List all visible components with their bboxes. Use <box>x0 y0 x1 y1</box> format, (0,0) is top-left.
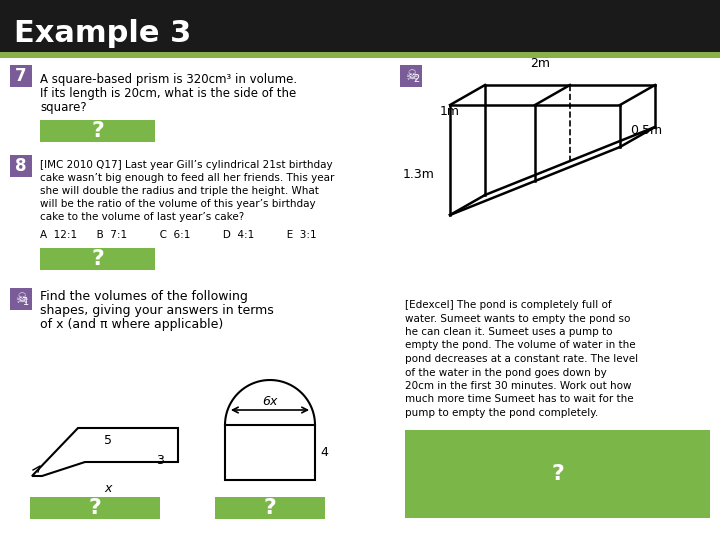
Text: ☠: ☠ <box>405 69 418 83</box>
FancyBboxPatch shape <box>0 52 720 58</box>
Text: A square-based prism is 320cm³ in volume.: A square-based prism is 320cm³ in volume… <box>40 73 297 86</box>
Text: she will double the radius and triple the height. What: she will double the radius and triple th… <box>40 186 319 196</box>
Text: 20cm in the first 30 minutes. Work out how: 20cm in the first 30 minutes. Work out h… <box>405 381 631 391</box>
Text: 8: 8 <box>15 157 27 175</box>
Text: ?: ? <box>89 498 102 518</box>
FancyBboxPatch shape <box>0 0 720 52</box>
Text: 2m: 2m <box>530 57 550 70</box>
Text: cake to the volume of last year’s cake?: cake to the volume of last year’s cake? <box>40 212 244 222</box>
Text: [IMC 2010 Q17] Last year Gill’s cylindrical 21st birthday: [IMC 2010 Q17] Last year Gill’s cylindri… <box>40 160 333 170</box>
FancyBboxPatch shape <box>30 497 160 519</box>
FancyBboxPatch shape <box>10 288 32 310</box>
Text: x: x <box>104 482 112 495</box>
Text: If its length is 20cm, what is the side of the: If its length is 20cm, what is the side … <box>40 87 296 100</box>
Text: water. Sumeet wants to empty the pond so: water. Sumeet wants to empty the pond so <box>405 314 631 323</box>
Text: Find the volumes of the following: Find the volumes of the following <box>40 290 248 303</box>
FancyBboxPatch shape <box>400 65 422 87</box>
Text: [Edexcel] The pond is completely full of: [Edexcel] The pond is completely full of <box>405 300 611 310</box>
Text: ?: ? <box>551 464 564 484</box>
Text: shapes, giving your answers in terms: shapes, giving your answers in terms <box>40 304 274 317</box>
Text: 5: 5 <box>104 434 112 447</box>
Text: cake wasn’t big enough to feed all her friends. This year: cake wasn’t big enough to feed all her f… <box>40 173 334 183</box>
Text: ☠: ☠ <box>14 292 27 306</box>
Text: 1m: 1m <box>440 105 460 118</box>
Text: ?: ? <box>91 121 104 141</box>
Text: ?: ? <box>264 498 276 518</box>
Text: A  12:1      B  7:1          C  6:1          D  4:1          E  3:1: A 12:1 B 7:1 C 6:1 D 4:1 E 3:1 <box>40 230 317 240</box>
Text: pond decreases at a constant rate. The level: pond decreases at a constant rate. The l… <box>405 354 638 364</box>
FancyBboxPatch shape <box>215 497 325 519</box>
FancyBboxPatch shape <box>225 425 315 480</box>
FancyBboxPatch shape <box>10 155 32 177</box>
Text: Example 3: Example 3 <box>14 18 192 48</box>
Text: 4: 4 <box>320 446 328 459</box>
Text: 6x: 6x <box>262 395 278 408</box>
Text: ?: ? <box>91 249 104 269</box>
Text: 2: 2 <box>413 74 419 84</box>
FancyBboxPatch shape <box>10 65 32 87</box>
Text: 1.3m: 1.3m <box>403 168 435 181</box>
Text: he can clean it. Sumeet uses a pump to: he can clean it. Sumeet uses a pump to <box>405 327 613 337</box>
Text: much more time Sumeet has to wait for the: much more time Sumeet has to wait for th… <box>405 395 634 404</box>
Text: of the water in the pond goes down by: of the water in the pond goes down by <box>405 368 607 377</box>
Text: 1: 1 <box>23 297 29 307</box>
Text: 3: 3 <box>156 454 164 467</box>
Text: 0.5m: 0.5m <box>630 124 662 137</box>
Text: 7: 7 <box>15 67 27 85</box>
FancyBboxPatch shape <box>40 248 155 270</box>
FancyBboxPatch shape <box>40 120 155 142</box>
Text: pump to empty the pond completely.: pump to empty the pond completely. <box>405 408 598 418</box>
Text: empty the pond. The volume of water in the: empty the pond. The volume of water in t… <box>405 341 636 350</box>
FancyBboxPatch shape <box>405 430 710 518</box>
Text: square?: square? <box>40 101 86 114</box>
Text: of x (and π where applicable): of x (and π where applicable) <box>40 318 223 331</box>
Text: will be the ratio of the volume of this year’s birthday: will be the ratio of the volume of this … <box>40 199 315 209</box>
